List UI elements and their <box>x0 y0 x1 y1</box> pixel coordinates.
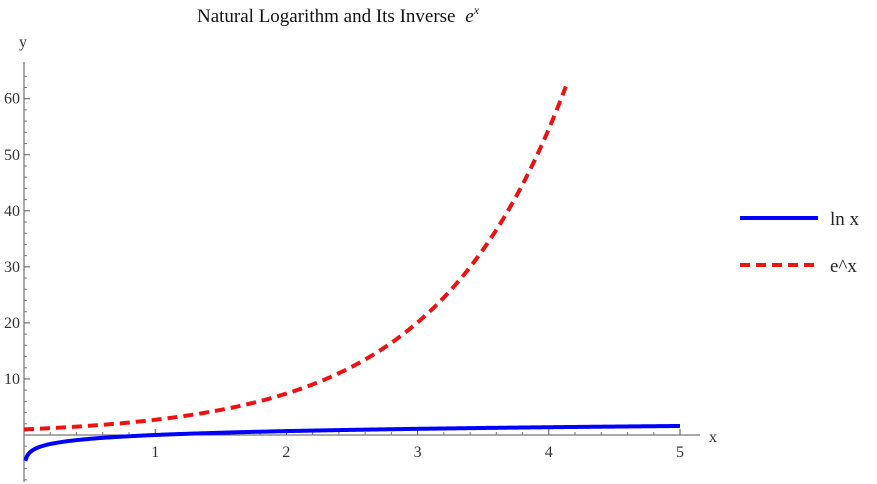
legend: ln x e^x <box>740 209 860 277</box>
legend-label-ln-x: ln x <box>830 209 860 230</box>
chart-title: Natural Logarithm and Its Inverse ex <box>197 3 480 27</box>
x-tick-label: 5 <box>676 444 684 461</box>
y-tick-label: 10 <box>4 371 20 388</box>
legend-label-e-x: e^x <box>830 256 857 277</box>
x-tick-label: 1 <box>151 444 159 461</box>
y-tick-label: 50 <box>4 147 20 164</box>
x-tick-label: 3 <box>414 444 422 461</box>
plot-lines <box>23 85 681 462</box>
y-tick-label: 20 <box>4 315 20 332</box>
chart-title-text: Natural Logarithm and Its Inverse <box>197 6 456 27</box>
x-tick-label: 4 <box>545 444 553 461</box>
series-line-e-x <box>23 85 568 432</box>
x-axis-label: x <box>709 429 717 446</box>
y-tick-label: 40 <box>4 203 20 220</box>
axes <box>23 62 700 482</box>
y-axis-label: y <box>19 34 27 51</box>
x-tick-label: 2 <box>282 444 290 461</box>
chart-title-math-sup: x <box>473 3 480 17</box>
chart-title-math: e <box>465 6 473 27</box>
y-tick-label: 60 <box>4 91 20 108</box>
ticks: 1 2 3 4 5 10 20 30 40 50 60 <box>4 75 684 481</box>
y-tick-label: 30 <box>4 259 20 276</box>
series-line-ln-x <box>23 423 681 462</box>
